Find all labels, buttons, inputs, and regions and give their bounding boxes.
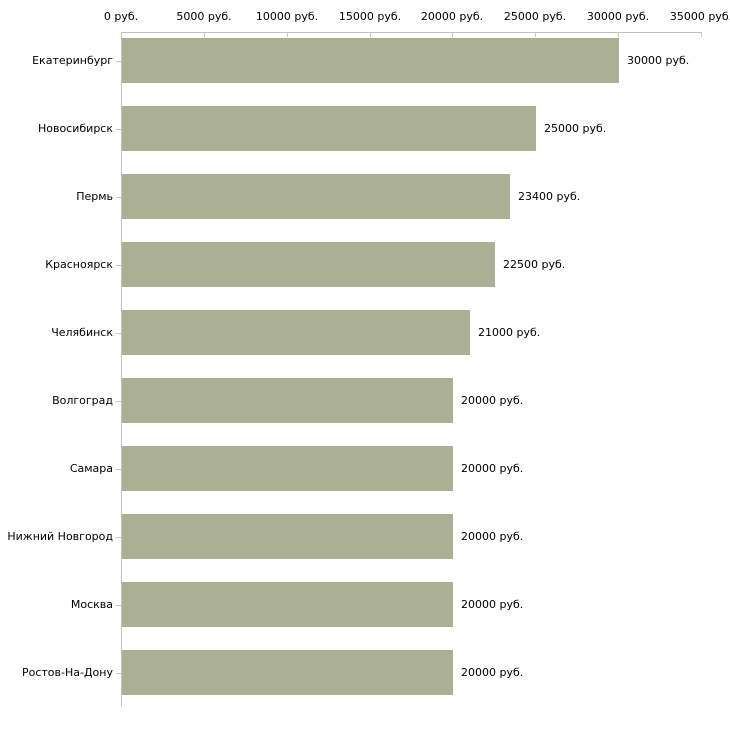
category-label: Самара bbox=[69, 462, 113, 475]
bar bbox=[122, 514, 453, 559]
category-tick bbox=[116, 197, 121, 198]
bar bbox=[122, 582, 453, 627]
x-axis-tick bbox=[287, 32, 288, 37]
x-axis-tick bbox=[535, 32, 536, 37]
category-label: Екатеринбург bbox=[32, 54, 113, 67]
category-label: Ростов-На-Дону bbox=[21, 666, 113, 679]
value-label: 20000 руб. bbox=[461, 598, 524, 611]
bar bbox=[122, 106, 536, 151]
category-tick bbox=[116, 333, 121, 334]
category-tick bbox=[116, 537, 121, 538]
x-axis-tick bbox=[618, 32, 619, 37]
x-axis-tick-label: 5000 руб. bbox=[176, 10, 232, 23]
y-axis-line bbox=[121, 32, 122, 706]
value-label: 20000 руб. bbox=[461, 462, 524, 475]
bar bbox=[122, 38, 619, 83]
category-tick bbox=[116, 605, 121, 606]
category-label: Волгоград bbox=[52, 394, 113, 407]
category-tick bbox=[116, 401, 121, 402]
x-axis-tick-label: 10000 руб. bbox=[255, 10, 319, 23]
x-axis-tick-label: 15000 руб. bbox=[338, 10, 402, 23]
category-tick bbox=[116, 469, 121, 470]
bar bbox=[122, 650, 453, 695]
x-axis-tick bbox=[204, 32, 205, 37]
category-tick bbox=[116, 265, 121, 266]
value-label: 20000 руб. bbox=[461, 394, 524, 407]
bar bbox=[122, 446, 453, 491]
category-label: Новосибирск bbox=[37, 122, 113, 135]
x-axis-tick-label: 20000 руб. bbox=[420, 10, 484, 23]
bar bbox=[122, 242, 495, 287]
category-tick bbox=[116, 61, 121, 62]
x-axis-tick bbox=[370, 32, 371, 37]
category-label: Москва bbox=[70, 598, 113, 611]
category-label: Челябинск bbox=[51, 326, 113, 339]
x-axis-line bbox=[121, 32, 702, 33]
value-label: 20000 руб. bbox=[461, 530, 524, 543]
value-label: 22500 руб. bbox=[503, 258, 566, 271]
category-tick bbox=[116, 673, 121, 674]
category-tick bbox=[116, 129, 121, 130]
x-axis-tick bbox=[701, 32, 702, 37]
bar bbox=[122, 378, 453, 423]
x-axis-tick bbox=[452, 32, 453, 37]
category-label: Красноярск bbox=[45, 258, 113, 271]
value-label: 23400 руб. bbox=[518, 190, 581, 203]
x-axis-tick bbox=[121, 32, 122, 37]
x-axis-tick-label: 0 руб. bbox=[103, 10, 139, 23]
value-label: 25000 руб. bbox=[544, 122, 607, 135]
category-label: Нижний Новгород bbox=[7, 530, 113, 543]
category-label: Пермь bbox=[76, 190, 113, 203]
value-label: 21000 руб. bbox=[478, 326, 541, 339]
bar bbox=[122, 174, 510, 219]
x-axis-tick-label: 25000 руб. bbox=[503, 10, 567, 23]
x-axis-tick-label: 35000 руб. bbox=[669, 10, 730, 23]
value-label: 20000 руб. bbox=[461, 666, 524, 679]
value-label: 30000 руб. bbox=[627, 54, 690, 67]
bar bbox=[122, 310, 470, 355]
x-axis-tick-label: 30000 руб. bbox=[586, 10, 650, 23]
